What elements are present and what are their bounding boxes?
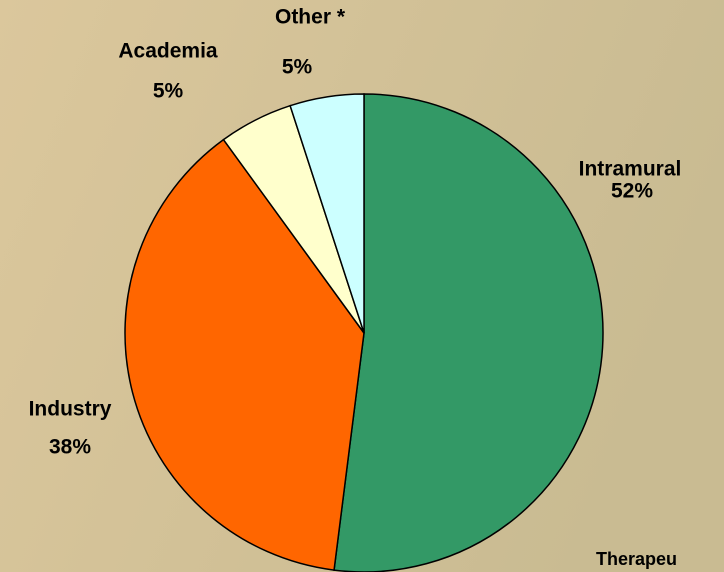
pie-slice [289, 93, 365, 334]
slice-value-label: 52% [611, 180, 653, 203]
annotation: Therapeu [596, 549, 677, 569]
pie-slice [333, 93, 604, 572]
slice-value-label: 38% [49, 436, 91, 459]
slice-label: Academia [118, 40, 218, 63]
slice-label: Industry [29, 398, 112, 421]
slice-label: Intramural [579, 158, 682, 181]
pie-slice [124, 138, 365, 571]
slice-label: Other * [275, 6, 346, 29]
slice-value-label: 5% [153, 80, 184, 103]
slice-value-label: 5% [282, 56, 313, 79]
